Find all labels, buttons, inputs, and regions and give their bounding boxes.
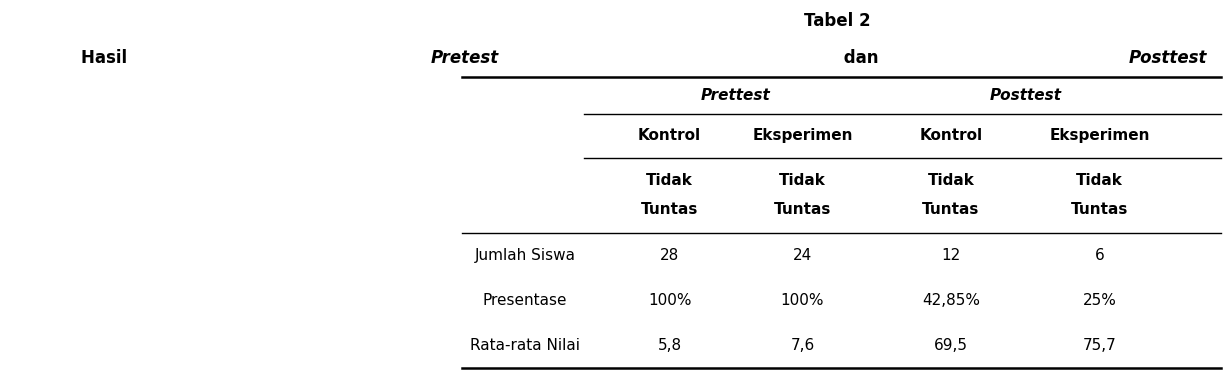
Text: Kontrol: Kontrol (920, 128, 983, 143)
Text: Tuntas: Tuntas (774, 202, 831, 217)
Text: 42,85%: 42,85% (922, 293, 980, 308)
Text: Tuntas: Tuntas (1071, 202, 1128, 217)
Text: Presentase: Presentase (482, 293, 567, 308)
Text: Kontrol: Kontrol (638, 128, 701, 143)
Text: 6: 6 (1095, 248, 1105, 263)
Text: Tuntas: Tuntas (641, 202, 699, 217)
Text: 5,8: 5,8 (658, 338, 681, 353)
Text: 7,6: 7,6 (791, 338, 814, 353)
Text: Eksperimen: Eksperimen (753, 128, 852, 143)
Text: Rata-rata Nilai: Rata-rata Nilai (470, 338, 579, 353)
Text: Tidak: Tidak (646, 173, 692, 188)
Text: Pretest: Pretest (430, 49, 498, 67)
Text: 69,5: 69,5 (934, 338, 968, 353)
Text: 100%: 100% (781, 293, 824, 308)
Text: Tidak: Tidak (1076, 173, 1123, 188)
Text: Hasil: Hasil (81, 49, 133, 67)
Text: Eksperimen: Eksperimen (1049, 128, 1150, 143)
Text: Jumlah Siswa: Jumlah Siswa (475, 248, 576, 263)
Text: Tabel 2: Tabel 2 (804, 13, 871, 30)
Text: Posttest: Posttest (1129, 49, 1207, 67)
Text: 12: 12 (941, 248, 961, 263)
Text: 28: 28 (661, 248, 679, 263)
Text: 25%: 25% (1082, 293, 1117, 308)
Text: Prettest: Prettest (701, 88, 771, 103)
Text: Tidak: Tidak (927, 173, 974, 188)
Text: Tidak: Tidak (779, 173, 825, 188)
Text: Posttest: Posttest (989, 88, 1061, 103)
Text: Tuntas: Tuntas (922, 202, 980, 217)
Text: 75,7: 75,7 (1082, 338, 1117, 353)
Text: 100%: 100% (648, 293, 691, 308)
Text: 24: 24 (793, 248, 812, 263)
Text: dan: dan (838, 49, 884, 67)
